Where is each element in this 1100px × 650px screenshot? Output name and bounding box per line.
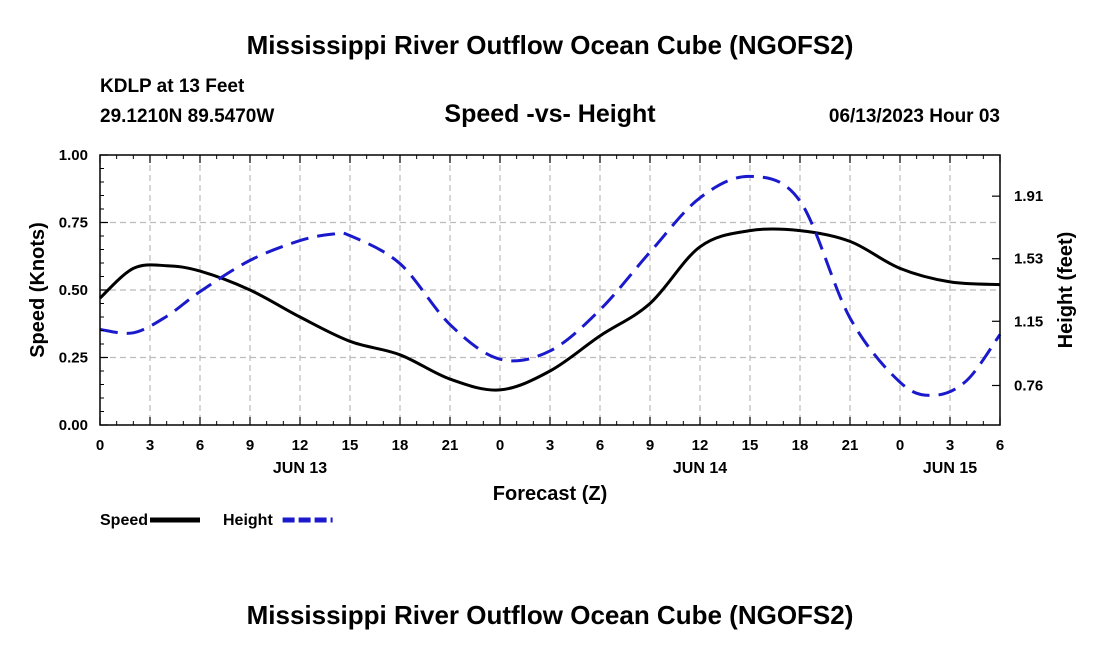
y-left-tick-label: 1.00: [59, 147, 88, 164]
y-right-tick-label: 1.15: [1014, 313, 1043, 330]
x-tick-label: 3: [946, 437, 954, 454]
y-left-tick-label: 0.00: [59, 417, 88, 434]
y-axis-left-title: Speed (Knots): [27, 222, 49, 358]
x-tick-label: 3: [146, 437, 154, 454]
main-title: Mississippi River Outflow Ocean Cube (NG…: [246, 30, 854, 60]
y-left-tick-label: 0.25: [59, 350, 88, 367]
x-tick-label: 9: [246, 437, 254, 454]
chart-subtitle: Speed -vs- Height: [444, 100, 656, 128]
station-coordinates: 29.1210N 89.5470W: [100, 106, 275, 127]
x-axis-title: Forecast (Z): [493, 483, 607, 505]
x-tick-label: 0: [896, 437, 904, 454]
station-name: KDLP at 13 Feet: [100, 76, 245, 97]
x-tick-label: 18: [792, 437, 809, 454]
x-tick-label: 0: [496, 437, 504, 454]
y-left-tick-label: 0.50: [59, 282, 88, 299]
x-tick-label: 18: [392, 437, 409, 454]
x-tick-label: 12: [292, 437, 309, 454]
y-left-tick-label: 0.75: [59, 215, 88, 232]
date-label: JUN 14: [673, 460, 727, 477]
legend: Speed Height: [100, 512, 333, 529]
x-tick-label: 12: [692, 437, 709, 454]
x-tick-label: 21: [842, 437, 859, 454]
x-tick-label: 6: [596, 437, 604, 454]
y-right-tick-label: 0.76: [1014, 377, 1043, 394]
x-tick-label: 9: [646, 437, 654, 454]
y-right-tick-label: 1.91: [1014, 188, 1043, 205]
date-label: JUN 15: [923, 460, 977, 477]
grid-layer: [100, 155, 1000, 425]
x-tick-label: 0: [96, 437, 104, 454]
axis-layer: 0 3 6 9 12 15 18 21 0 3 6 9 12 15 18 21 0 3 6 JUN 13 JUN 14 J…: [59, 147, 1043, 477]
x-tick-label: 6: [196, 437, 204, 454]
x-tick-label: 15: [342, 437, 359, 454]
footer-title: Mississippi River Outflow Ocean Cube (NG…: [246, 600, 854, 630]
series-line-height: [99, 174, 1002, 397]
y-axis-right-title: Height (feet): [1055, 232, 1077, 349]
series-line-speed: [98, 227, 1001, 392]
forecast-timestamp: 06/13/2023 Hour 03: [828, 106, 1000, 127]
date-label: JUN 13: [273, 460, 327, 477]
x-tick-label: 6: [996, 437, 1004, 454]
legend-label-speed: Speed: [100, 512, 148, 529]
x-tick-label: 3: [546, 437, 554, 454]
x-tick-label: 15: [742, 437, 759, 454]
legend-label-height: Height: [223, 512, 273, 529]
y-right-tick-label: 1.53: [1014, 251, 1043, 268]
series-layer: [98, 174, 1002, 397]
x-tick-label: 21: [442, 437, 459, 454]
